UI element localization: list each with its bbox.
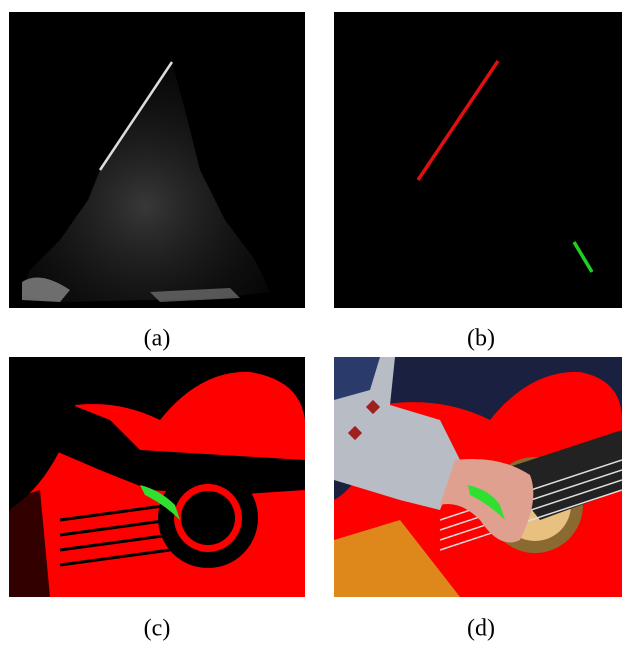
wood-top — [334, 520, 460, 597]
arm — [9, 380, 305, 495]
red-line — [416, 60, 500, 181]
panel-d — [334, 357, 622, 597]
strings — [59, 503, 171, 567]
panel-c — [9, 357, 305, 597]
pattern — [365, 399, 381, 415]
image-b — [334, 12, 622, 308]
pattern — [347, 425, 363, 441]
panel-label: (b) — [467, 326, 495, 352]
bright-edge — [98, 61, 174, 171]
panel-label: (c) — [144, 616, 171, 642]
shadow — [9, 490, 50, 597]
point-cloud — [20, 62, 270, 302]
panel-b — [334, 12, 622, 308]
bright-region — [22, 277, 70, 302]
green-line — [572, 241, 594, 273]
sound-hole-center — [181, 491, 235, 545]
bright-region — [150, 288, 240, 302]
green-blob — [468, 485, 505, 520]
panel-label: (d) — [467, 616, 495, 642]
sleeve-pattern — [334, 357, 380, 400]
sleeve — [334, 357, 460, 510]
green-blob — [140, 485, 180, 520]
panel-label: (a) — [144, 326, 171, 352]
panel-a — [9, 12, 305, 308]
